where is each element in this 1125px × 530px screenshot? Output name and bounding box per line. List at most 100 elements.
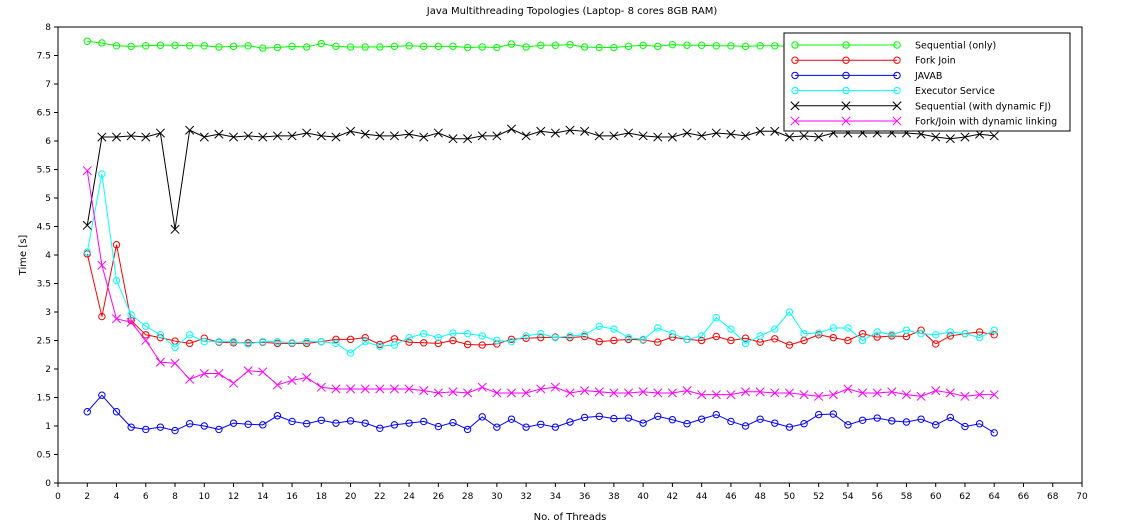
legend-marker — [842, 71, 850, 80]
data-point — [361, 333, 369, 342]
data-point — [477, 131, 487, 141]
data-point — [507, 337, 516, 346]
data-point — [361, 337, 369, 346]
y-axis-title: Time [s] — [18, 235, 29, 277]
data-point — [740, 387, 751, 397]
legend-label: Executor Service — [915, 86, 995, 97]
legend-label: Sequential (with dynamic FJ) — [915, 101, 1051, 112]
legend-marker — [893, 41, 901, 49]
legend-marker — [842, 56, 850, 64]
y-axis: 0 0.5 1 1.5 2 2.5 3 3.5 4 4.5 5 5.5 6 6.5 7 7.5 8 — [37, 23, 58, 489]
data-point — [272, 131, 282, 141]
data-point — [683, 420, 691, 428]
data-point — [521, 131, 531, 141]
series-2 — [83, 391, 998, 437]
data-point — [654, 412, 662, 421]
data-point — [712, 42, 720, 50]
data-point — [449, 418, 457, 427]
data-point — [668, 416, 677, 424]
data-point — [449, 329, 457, 337]
data-point — [420, 329, 428, 338]
data-point — [566, 332, 574, 340]
data-point — [960, 391, 970, 401]
x-tick-label: 46 — [725, 492, 737, 502]
data-point — [639, 41, 647, 49]
series-4 — [82, 124, 999, 234]
x-tick-label: 28 — [462, 492, 474, 502]
data-point — [156, 423, 165, 431]
x-tick-label: 50 — [784, 492, 796, 502]
x-tick-label: 34 — [550, 492, 562, 502]
data-point — [332, 339, 340, 348]
series-1 — [83, 241, 998, 349]
legend-marker — [841, 116, 851, 126]
data-point — [595, 337, 603, 346]
data-point — [346, 417, 355, 425]
data-point — [624, 42, 633, 51]
data-point — [565, 388, 575, 398]
data-point — [170, 224, 180, 234]
x-tick-label: 6 — [143, 492, 149, 502]
x-tick-label: 20 — [345, 492, 357, 502]
data-point — [873, 414, 881, 422]
legend-marker — [791, 41, 799, 49]
data-point — [756, 415, 764, 423]
data-point — [185, 374, 195, 384]
y-tick-label: 6 — [45, 137, 51, 147]
data-point — [683, 41, 691, 49]
data-point — [639, 419, 647, 427]
data-point — [858, 416, 867, 424]
data-point — [712, 314, 720, 322]
data-point — [785, 341, 794, 349]
data-point — [112, 276, 121, 285]
legend-marker — [893, 56, 901, 64]
data-point — [697, 415, 706, 423]
data-point — [244, 420, 252, 428]
data-point — [712, 332, 720, 341]
data-point — [214, 129, 224, 139]
legend-marker — [790, 116, 800, 126]
chart-title: Java Multithreading Topologies (Laptop- … — [426, 6, 718, 17]
y-tick-label: 3 — [45, 308, 51, 318]
data-point — [346, 126, 356, 136]
data-point — [697, 131, 707, 141]
data-point — [317, 337, 326, 346]
data-point — [814, 410, 823, 419]
data-point — [316, 131, 326, 141]
data-point — [141, 335, 151, 346]
data-point — [463, 340, 472, 349]
data-point — [932, 340, 940, 348]
data-point — [82, 166, 92, 176]
data-point — [478, 341, 486, 349]
data-point — [112, 241, 121, 249]
data-point — [711, 390, 721, 400]
data-point — [229, 337, 238, 346]
data-point — [521, 388, 531, 398]
y-tick-label: 5.5 — [37, 166, 51, 176]
x-tick-label: 60 — [930, 492, 942, 502]
data-point — [975, 420, 984, 428]
data-point — [945, 388, 955, 398]
data-point — [931, 386, 941, 396]
y-tick-label: 6.5 — [37, 109, 51, 119]
data-point — [360, 129, 370, 139]
x-tick-label: 0 — [55, 492, 61, 502]
data-point — [537, 333, 545, 342]
data-point — [638, 387, 648, 397]
data-point — [639, 335, 647, 344]
data-point — [624, 414, 633, 422]
series-3 — [83, 170, 998, 357]
data-point — [419, 386, 429, 396]
data-point — [346, 43, 355, 51]
data-point — [287, 131, 297, 141]
data-point — [580, 126, 590, 136]
data-point — [741, 422, 750, 430]
data-point — [740, 131, 751, 141]
data-point — [931, 132, 941, 142]
data-point — [493, 336, 501, 345]
data-point — [127, 311, 135, 319]
data-point — [683, 335, 691, 344]
data-point — [229, 419, 238, 427]
data-point — [273, 337, 282, 346]
data-point — [477, 382, 487, 392]
